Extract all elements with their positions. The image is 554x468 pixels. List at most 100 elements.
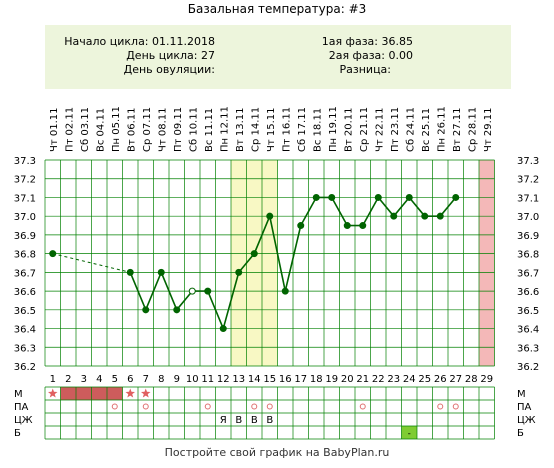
temp-point xyxy=(126,268,134,276)
date-label: Вс 18.11 xyxy=(312,108,323,152)
date-label: Чт 01.11 xyxy=(49,108,60,153)
chart-title: Базальная температура: #3 xyxy=(188,2,367,16)
cm-letter: В xyxy=(251,415,258,426)
day-number: 14 xyxy=(248,374,261,385)
line-segment xyxy=(331,197,348,226)
day-number: 3 xyxy=(81,374,87,385)
temp-point xyxy=(436,212,444,220)
line-segment xyxy=(222,272,240,329)
footer-text: Постройте свой график на BabyPlan.ru xyxy=(165,446,390,459)
cycle-day-text: День цикла: 27 xyxy=(126,49,215,62)
ovulation-day-text: День овуляции: xyxy=(124,63,215,76)
cm-letter: В xyxy=(235,415,242,426)
day-number: 21 xyxy=(356,374,369,385)
temp-point xyxy=(219,325,227,333)
temp-point xyxy=(250,250,258,258)
temp-point xyxy=(390,212,398,220)
y-tick-left: 37.1 xyxy=(14,193,36,204)
pa-circle-icon xyxy=(111,403,118,410)
temp-point xyxy=(343,222,351,230)
date-label: Пт 23.11 xyxy=(390,107,401,152)
row-label-right: ПА xyxy=(517,402,532,413)
y-tick-right: 36.3 xyxy=(517,343,539,354)
temp-point xyxy=(405,193,413,201)
date-label: Пн 05.11 xyxy=(111,106,122,152)
temp-point xyxy=(281,287,289,295)
line-segment xyxy=(284,225,302,292)
date-label: Вс 04.11 xyxy=(95,108,106,152)
y-tick-right: 36.2 xyxy=(517,362,539,373)
grid xyxy=(44,159,495,367)
star-icon xyxy=(140,388,151,398)
day-number: 10 xyxy=(186,374,199,385)
y-tick-left: 37.0 xyxy=(14,212,36,223)
line-segment xyxy=(207,290,224,329)
day-number: 5 xyxy=(112,374,118,385)
pa-circle-icon xyxy=(437,403,444,410)
temperature-line xyxy=(52,196,457,329)
date-label: Чт 22.11 xyxy=(374,108,385,153)
date-label: Вс 11.11 xyxy=(204,108,215,152)
moon-icon xyxy=(374,166,382,181)
date-label: Вт 27.11 xyxy=(452,108,463,153)
temp-point xyxy=(266,212,274,220)
date-label: Ср 07.11 xyxy=(142,107,153,152)
y-tick-right: 36.5 xyxy=(517,306,539,317)
difference-text: Разница: xyxy=(340,63,392,76)
date-label: Вс 25.11 xyxy=(421,108,432,152)
marked-cell xyxy=(401,426,417,439)
day-number: 2 xyxy=(65,374,71,385)
moon-shape xyxy=(374,166,382,181)
phase2-text: 2ая фаза: 0.00 xyxy=(329,49,413,62)
date-label: Ср 14.11 xyxy=(250,107,261,152)
line-segment xyxy=(176,290,193,311)
day-number: 23 xyxy=(387,374,400,385)
star-icon xyxy=(125,388,136,398)
temp-point xyxy=(173,306,181,314)
temp-point xyxy=(452,193,460,201)
day-number: 27 xyxy=(449,374,462,385)
day-number: 18 xyxy=(310,374,323,385)
row-label-left: Б xyxy=(14,428,21,439)
date-label: Пн 19.11 xyxy=(328,106,339,152)
day-number: 8 xyxy=(158,374,164,385)
temp-point xyxy=(49,250,57,258)
y-tick-left: 36.7 xyxy=(14,268,36,279)
day-number: 12 xyxy=(217,374,230,385)
ovulation-band xyxy=(231,160,278,366)
day-number: 28 xyxy=(465,374,478,385)
y-tick-left: 36.9 xyxy=(14,231,36,242)
temp-point xyxy=(204,287,212,295)
date-label: Пт 09.11 xyxy=(173,107,184,152)
temp-point xyxy=(157,268,165,276)
date-label: Ср 28.11 xyxy=(467,107,478,152)
date-label: Пн 26.11 xyxy=(436,106,447,152)
info-panel xyxy=(45,25,511,89)
y-tick-left: 36.4 xyxy=(14,325,36,336)
line-segment xyxy=(129,272,147,311)
temp-point xyxy=(374,193,382,201)
temp-point xyxy=(421,212,429,220)
day-number: 1 xyxy=(50,374,56,385)
row-label-left: ЦЖ xyxy=(14,415,33,426)
date-label: Сб 03.11 xyxy=(80,107,91,152)
day-number: 4 xyxy=(96,374,102,385)
pa-circle-icon xyxy=(452,403,459,410)
temp-point xyxy=(142,306,150,314)
y-tick-left: 36.8 xyxy=(14,250,36,261)
day-number: 29 xyxy=(480,374,493,385)
y-tick-left: 37.3 xyxy=(14,156,36,167)
line-segment xyxy=(439,196,457,217)
temp-point xyxy=(359,222,367,230)
y-tick-right: 37.0 xyxy=(517,212,539,223)
y-tick-left: 36.2 xyxy=(14,362,36,373)
line-segment xyxy=(145,272,162,311)
date-label: Вт 13.11 xyxy=(235,108,246,153)
date-label: Сб 10.11 xyxy=(188,107,199,152)
y-tick-right: 36.4 xyxy=(517,325,539,336)
day-number: 22 xyxy=(372,374,385,385)
day-number: 24 xyxy=(403,374,416,385)
pa-circle-icon xyxy=(251,403,258,410)
